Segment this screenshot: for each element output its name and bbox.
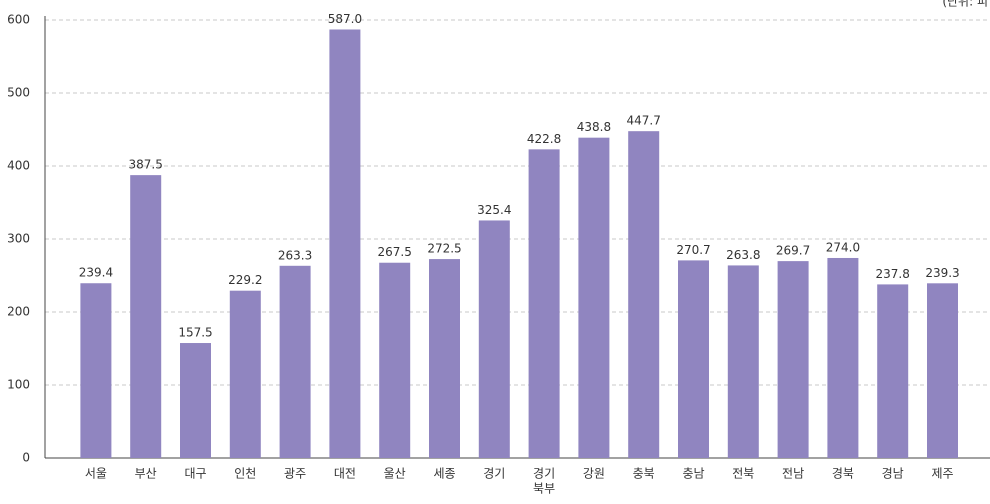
bar <box>478 220 510 458</box>
y-tick-label: 600 <box>7 13 30 27</box>
bar <box>229 290 261 458</box>
y-tick-label: 400 <box>7 159 30 173</box>
bar <box>727 265 759 458</box>
value-label: 325.4 <box>477 203 511 217</box>
value-label: 157.5 <box>178 326 212 340</box>
value-label: 239.3 <box>925 266 959 280</box>
bar <box>329 29 361 459</box>
x-tick-label: 울산 <box>384 467 406 481</box>
x-tick-label: 경남 <box>882 467 904 481</box>
bar <box>279 265 311 458</box>
bar <box>927 283 958 458</box>
bar <box>877 284 909 458</box>
value-label: 270.7 <box>676 243 710 257</box>
x-tick-label: 경기 <box>483 467 505 481</box>
x-tick-label: 부산 <box>135 467 157 481</box>
bar <box>827 257 859 458</box>
x-tick-label: 충북 <box>633 467 655 481</box>
value-label: 387.5 <box>129 158 163 172</box>
x-tick-label: 전북 <box>732 467 754 481</box>
bar <box>429 259 460 458</box>
x-tick-label: 경기 <box>533 467 555 481</box>
x-tick-label: 북부 <box>533 482 555 496</box>
value-label: 239.4 <box>79 266 113 280</box>
bar <box>528 149 560 458</box>
y-tick-label: 200 <box>7 305 30 319</box>
x-tick-label: 서울 <box>85 467 107 481</box>
y-tick-label: 300 <box>7 232 30 246</box>
value-label: 422.8 <box>527 132 561 146</box>
value-label: 272.5 <box>427 242 461 256</box>
value-label: 263.8 <box>726 248 760 262</box>
value-label: 237.8 <box>876 267 910 281</box>
bar <box>678 260 709 458</box>
x-tick-label: 제주 <box>931 467 953 481</box>
value-label: 263.3 <box>278 248 312 262</box>
bar <box>379 262 411 458</box>
unit-note: (단위: 피 <box>942 0 988 9</box>
bar <box>180 343 211 458</box>
value-label: 274.0 <box>826 240 860 254</box>
x-tick-label: 전남 <box>782 467 804 481</box>
bar <box>628 131 660 458</box>
value-label: 587.0 <box>328 12 362 26</box>
bar <box>777 261 809 458</box>
x-tick-label: 대전 <box>334 467 356 481</box>
x-tick-label: 광주 <box>284 467 306 481</box>
y-tick-label: 0 <box>22 451 30 465</box>
x-tick-label: 인천 <box>234 466 256 481</box>
x-tick-label: 경북 <box>832 467 854 481</box>
bar <box>130 175 162 458</box>
value-label: 267.5 <box>378 245 412 259</box>
x-tick-label: 대구 <box>184 467 206 481</box>
value-label: 447.7 <box>627 114 661 128</box>
x-tick-label: 강원 <box>583 467 605 481</box>
x-tick-label: 충남 <box>682 467 704 481</box>
value-label: 269.7 <box>776 244 810 258</box>
x-tick-label: 세종 <box>433 467 455 481</box>
bar <box>80 283 112 458</box>
y-tick-label: 500 <box>7 86 30 100</box>
value-label: 438.8 <box>577 120 611 134</box>
bar <box>578 137 610 458</box>
value-label: 229.2 <box>228 273 262 287</box>
y-tick-label: 100 <box>7 378 30 392</box>
